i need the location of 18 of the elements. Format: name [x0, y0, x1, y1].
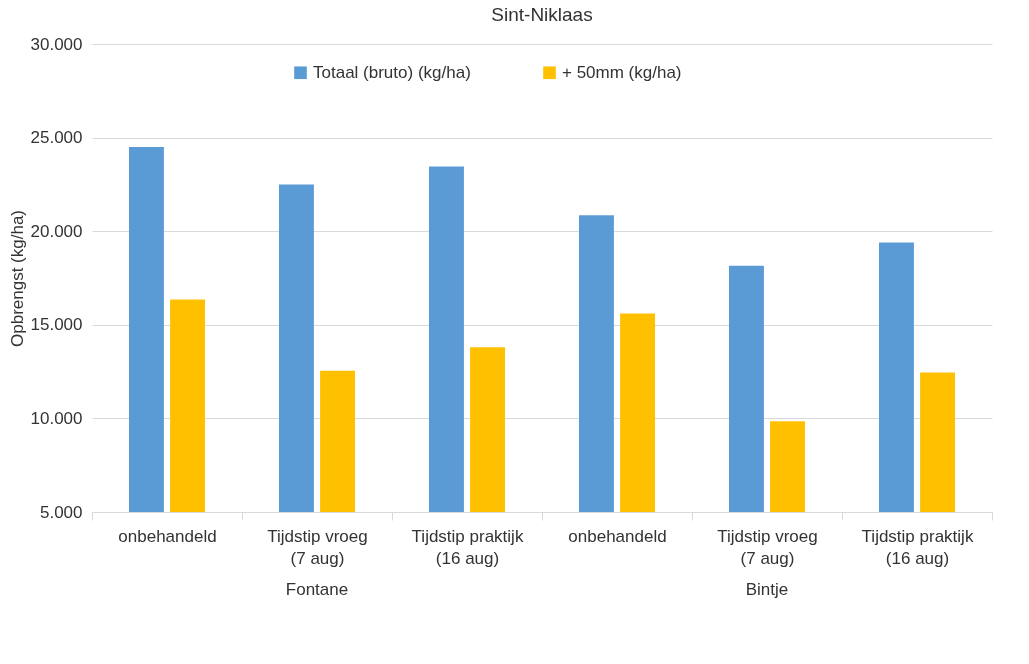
text: Fontane [285, 580, 349, 599]
legend-label: + 50mm (kg/ha) [562, 62, 682, 82]
x-tick-label: onbehandeld [568, 526, 667, 546]
legend-label: Totaal (bruto) (kg/ha) [313, 62, 471, 82]
y-tick-label: 30.000 [30, 34, 83, 54]
x-tick-label: Tijdstip vroeg (7 aug) [267, 526, 368, 568]
x-tick-label: Tijdstip praktijk (16 aug) [861, 526, 974, 568]
y-tick-label: 15.000 [30, 315, 83, 335]
y-tick-label: 5.000 [39, 502, 83, 522]
y-axis-title: Opbrengst (kg/ha) [7, 209, 27, 348]
y-tick-label: 25.000 [30, 128, 83, 148]
x-tick-label: Tijdstip praktijk (16 aug) [411, 526, 524, 568]
x-tick-label: onbehandeld [118, 526, 217, 546]
x-tick-label: Tijdstip vroeg (7 aug) [717, 526, 818, 568]
y-tick-label: 20.000 [30, 221, 83, 241]
y-tick-label: 10.000 [30, 408, 83, 428]
chart-title: Sint-Niklaas [491, 4, 593, 25]
text: Bintje [745, 580, 789, 599]
